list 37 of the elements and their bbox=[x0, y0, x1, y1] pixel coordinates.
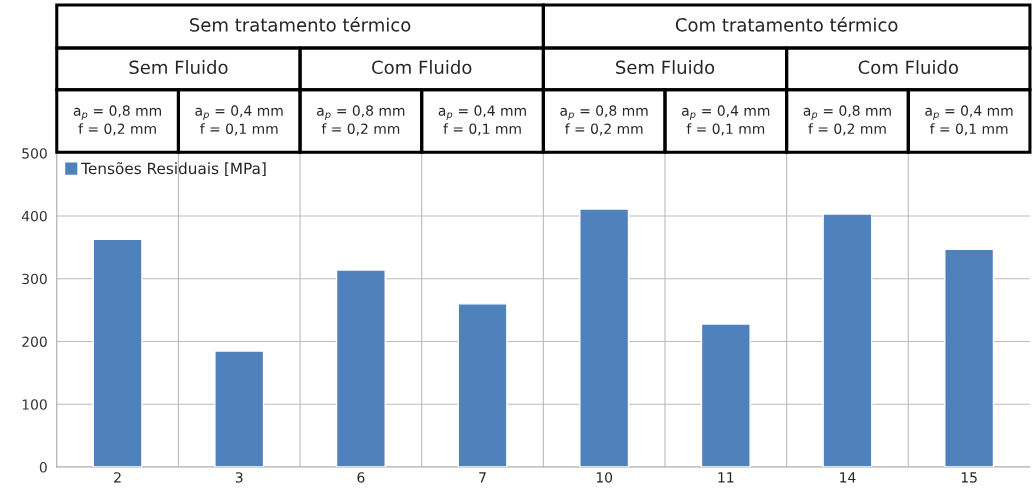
y-tick-label: 200 bbox=[22, 336, 47, 347]
bar bbox=[944, 248, 995, 468]
text: a$_{p}$ = 0,8 mm f = 0,2 mm bbox=[317, 105, 405, 136]
text: a$_{p}$ = 0,4 mm f = 0,1 mm bbox=[195, 105, 283, 136]
y-tick-label: 500 bbox=[22, 148, 47, 159]
x-tick-label: 14 bbox=[840, 472, 856, 483]
x-tick-label: 7 bbox=[479, 472, 486, 483]
text: a$_{p}$ = 0,4 mm f = 0,1 mm bbox=[438, 105, 526, 136]
x-tick-label: 10 bbox=[596, 472, 613, 483]
bar bbox=[700, 323, 751, 468]
x-tick-label: 6 bbox=[357, 472, 365, 483]
text: a$_{p}$ = 0,4 mm f = 0,1 mm bbox=[925, 105, 1013, 136]
text: Com tratamento térmico bbox=[675, 16, 898, 32]
x-tick-label: 2 bbox=[114, 472, 121, 483]
bar bbox=[92, 238, 143, 468]
bar bbox=[335, 269, 386, 468]
y-tick-label: 300 bbox=[22, 273, 47, 285]
text: a$_{p}$ = 0,8 mm f = 0,2 mm bbox=[560, 105, 648, 136]
text: Sem Fluido bbox=[129, 60, 228, 75]
bar bbox=[457, 303, 508, 468]
text: Sem Fluido bbox=[616, 60, 715, 75]
text: a$_{p}$ = 0,8 mm f = 0,2 mm bbox=[803, 105, 891, 136]
bar bbox=[822, 213, 873, 468]
text: Sem tratamento térmico bbox=[190, 16, 411, 32]
x-tick-label: 15 bbox=[961, 472, 977, 483]
text: Com Fluido bbox=[372, 60, 472, 75]
legend-label: Tensões Residuais [MPa] bbox=[81, 162, 266, 176]
text: a$_{p}$ = 0,4 mm f = 0,1 mm bbox=[682, 105, 770, 136]
text: Com Fluido bbox=[858, 60, 958, 75]
x-tick-label: 3 bbox=[235, 472, 243, 483]
y-tick-label: 0 bbox=[39, 462, 47, 473]
y-tick-label: 400 bbox=[21, 210, 47, 222]
bar bbox=[579, 208, 630, 468]
x-tick-label: 11 bbox=[718, 472, 734, 483]
bar bbox=[214, 350, 265, 468]
y-tick-label: 100 bbox=[22, 399, 47, 410]
text: a$_{p}$ = 0,8 mm f = 0,2 mm bbox=[73, 105, 161, 136]
